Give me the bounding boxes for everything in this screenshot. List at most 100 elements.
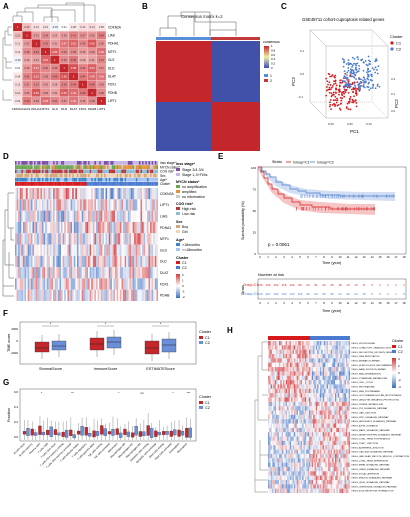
panel-h-heat-cell bbox=[345, 466, 348, 472]
panel-d-heat-cell bbox=[61, 244, 63, 256]
panel-h-heat-cell bbox=[268, 449, 270, 454]
panel-d-heat-cell bbox=[65, 221, 68, 234]
panel-d-heat-cell bbox=[146, 255, 149, 268]
panel-h-heat-cell bbox=[291, 440, 293, 446]
panel-h-heat-cell bbox=[310, 362, 312, 368]
panel-h-heat-cell bbox=[333, 397, 336, 402]
panel-h-heat-cell bbox=[274, 341, 277, 346]
panel-d-track-cell bbox=[151, 182, 154, 186]
panel-h-heat-cell bbox=[293, 453, 296, 459]
panel-h-heat-cell bbox=[313, 393, 315, 398]
panel-h-heat-cell bbox=[293, 423, 296, 428]
panel-h-heat-cell bbox=[270, 358, 273, 363]
panel-d-heat-cell bbox=[132, 278, 135, 290]
panel-h-heat-cell bbox=[285, 414, 288, 420]
panel-h-heat-cell bbox=[340, 341, 342, 346]
panel-h-heat-cell bbox=[326, 362, 329, 368]
panel-e-x-tick: 11 bbox=[347, 255, 350, 259]
panel-h-heat-cell bbox=[330, 414, 333, 420]
panel-h-heat-cell bbox=[322, 384, 325, 389]
panel-h-heat-cell bbox=[315, 453, 318, 459]
panel-h-heat-cell bbox=[347, 362, 349, 368]
panel-d-heat-cell bbox=[72, 267, 74, 279]
panel-h-heat-cell bbox=[343, 423, 345, 428]
panel-h-heat-cell bbox=[273, 436, 275, 441]
panel-d-heat-cell bbox=[27, 289, 30, 301]
panel-h-heat-cell bbox=[340, 445, 342, 450]
panel-h-heat-cell bbox=[302, 371, 304, 376]
panel-h-heat-cell bbox=[319, 479, 322, 485]
panel-h-heat-cell bbox=[303, 445, 305, 450]
panel-h-heat-cell bbox=[283, 488, 285, 494]
panel-d-heat-cell bbox=[94, 199, 97, 211]
panel-c-point-c1 bbox=[338, 89, 341, 92]
panel-h-heat-cell bbox=[278, 458, 281, 463]
panel-f-y-tick: -2000 bbox=[10, 351, 18, 355]
panel-h-heat-cell bbox=[310, 462, 312, 467]
panel-h-heat-cell bbox=[283, 414, 285, 420]
panel-e-y-tick: 50 bbox=[253, 209, 257, 213]
panel-h-heat-cell bbox=[292, 462, 295, 467]
svg-text:0.2: 0.2 bbox=[391, 77, 396, 81]
panel-h-heat-cell bbox=[273, 375, 275, 381]
panel-d-track-cell bbox=[27, 161, 30, 165]
panel-h-heat-cell bbox=[272, 384, 274, 389]
panel-h-heat-cell bbox=[292, 358, 295, 363]
panel-d-track-cell bbox=[102, 169, 105, 174]
panel-h-heat-cell bbox=[288, 449, 290, 454]
panel-d-track-cell bbox=[142, 161, 144, 165]
panel-h-heat-cell bbox=[304, 388, 307, 394]
panel-d-track-cell bbox=[130, 173, 133, 178]
panel-h-heat-cell bbox=[337, 445, 340, 450]
panel-d-track-cell bbox=[134, 173, 136, 178]
panel-h-heat-cell bbox=[289, 362, 292, 368]
panel-h-heat-cell bbox=[309, 432, 311, 437]
panel-d-heat-cell bbox=[127, 267, 130, 279]
panel-c-point-c2 bbox=[349, 85, 352, 88]
panel-d-heat-cell bbox=[92, 244, 95, 256]
panel-h-heat-cell bbox=[291, 449, 293, 454]
panel-h-heat-cell bbox=[292, 466, 295, 472]
panel-c-point-c1 bbox=[355, 92, 358, 95]
panel-d-heat-cell bbox=[42, 267, 44, 279]
panel-h-heat-cell bbox=[299, 393, 301, 398]
panel-h-heat-cell bbox=[336, 479, 338, 485]
panel-g-sig: * bbox=[172, 391, 174, 395]
panel-h-heat-cell bbox=[303, 458, 305, 463]
panel-e-risk-values: 249 196 152 118 102 82 64 51 43 25 18 13 13 8 3 1 1 1 1249… bbox=[257, 283, 405, 296]
panel-d-heat-cell bbox=[16, 221, 19, 234]
panel-h-heat-cell bbox=[304, 449, 307, 454]
panel-d-track-cell bbox=[129, 173, 132, 178]
panel-d-track-cell bbox=[135, 173, 138, 178]
panel-d-heat-cell bbox=[137, 210, 139, 222]
panel-d-heat-cell bbox=[43, 278, 46, 290]
panel-h-heat-cell bbox=[329, 362, 331, 368]
panel-c-xlabel: PC1 bbox=[350, 129, 359, 134]
panel-d-heat-cell bbox=[96, 255, 98, 268]
panel-d-heat-cell bbox=[30, 188, 33, 200]
panel-d-heat-cell bbox=[40, 233, 43, 245]
panel-d-track-cell bbox=[35, 177, 38, 182]
panel-h-heat-cell bbox=[309, 458, 311, 463]
panel-h-heat-cell bbox=[310, 453, 312, 459]
panel-h-heat-cell bbox=[341, 384, 344, 389]
panel-h-heat-cell bbox=[295, 354, 297, 359]
panel-h-heat-cell bbox=[337, 397, 340, 402]
panel-c-point-c1 bbox=[328, 88, 331, 91]
panel-d-track-cell bbox=[45, 173, 47, 178]
panel-h-heat-cell bbox=[309, 484, 311, 489]
panel-h-heat-cell bbox=[304, 397, 307, 402]
panel-h-heat-cell bbox=[313, 458, 315, 463]
panel-d-heat-cell bbox=[99, 188, 101, 200]
panel-d-heat-cell bbox=[113, 267, 116, 279]
panel-h-heat-cell bbox=[332, 397, 334, 402]
panel-h-heat-cell bbox=[277, 384, 279, 389]
panel-h-heat-cell bbox=[276, 479, 278, 485]
panel-h-heat-cell bbox=[315, 371, 318, 376]
panel-d-heat-cell bbox=[92, 210, 95, 222]
panel-d-track-cell bbox=[100, 177, 103, 182]
panel-h-heat-cell bbox=[289, 419, 292, 424]
panel-h-heat-cell bbox=[314, 484, 316, 489]
panel-h-heat-cell bbox=[284, 358, 286, 363]
panel-c-point-c2 bbox=[346, 83, 348, 86]
